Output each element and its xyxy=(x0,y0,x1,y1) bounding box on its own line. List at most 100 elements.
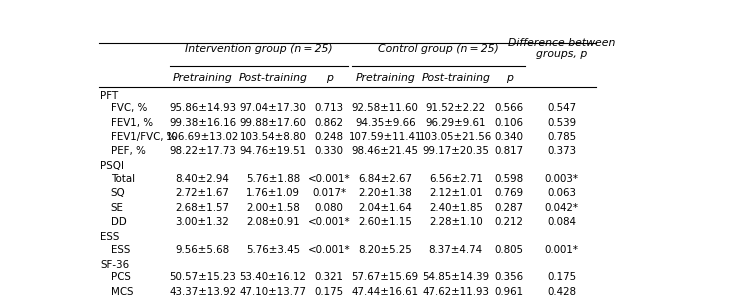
Text: Post-training: Post-training xyxy=(421,73,490,83)
Text: 2.28±1.10: 2.28±1.10 xyxy=(429,217,483,227)
Text: 0.340: 0.340 xyxy=(495,132,524,142)
Text: ESS: ESS xyxy=(100,232,119,242)
Text: 8.37±4.74: 8.37±4.74 xyxy=(429,245,483,255)
Text: 0.598: 0.598 xyxy=(495,174,524,184)
Text: 0.817: 0.817 xyxy=(495,146,524,156)
Text: 6.84±2.67: 6.84±2.67 xyxy=(358,174,413,184)
Text: Post-training: Post-training xyxy=(239,73,307,83)
Text: PEF, %: PEF, % xyxy=(110,146,145,156)
Text: 0.080: 0.080 xyxy=(315,203,344,213)
Text: 57.67±15.69: 57.67±15.69 xyxy=(351,272,419,282)
Text: 0.287: 0.287 xyxy=(495,203,524,213)
Text: 99.88±17.60: 99.88±17.60 xyxy=(239,118,307,128)
Text: SF-36: SF-36 xyxy=(100,260,129,270)
Text: 43.37±13.92: 43.37±13.92 xyxy=(169,287,236,297)
Text: 95.86±14.93: 95.86±14.93 xyxy=(169,103,236,113)
Text: 2.20±1.38: 2.20±1.38 xyxy=(358,188,412,198)
Text: <0.001*: <0.001* xyxy=(308,245,351,255)
Text: 2.40±1.85: 2.40±1.85 xyxy=(429,203,483,213)
Text: Control group (n = 25): Control group (n = 25) xyxy=(378,43,499,54)
Text: DD: DD xyxy=(110,217,126,227)
Text: 54.85±14.39: 54.85±14.39 xyxy=(422,272,489,282)
Text: 0.428: 0.428 xyxy=(547,287,576,297)
Text: 99.38±16.16: 99.38±16.16 xyxy=(169,118,236,128)
Text: 2.08±0.91: 2.08±0.91 xyxy=(246,217,300,227)
Text: 103.54±8.80: 103.54±8.80 xyxy=(239,132,307,142)
Text: PFT: PFT xyxy=(100,91,119,101)
Text: FEV1/FVC, %: FEV1/FVC, % xyxy=(110,132,176,142)
Text: p: p xyxy=(506,73,513,83)
Text: 0.212: 0.212 xyxy=(495,217,524,227)
Text: 0.785: 0.785 xyxy=(547,132,576,142)
Text: 98.22±17.73: 98.22±17.73 xyxy=(169,146,236,156)
Text: 96.29±9.61: 96.29±9.61 xyxy=(425,118,486,128)
Text: 3.00±1.32: 3.00±1.32 xyxy=(175,217,230,227)
Text: 2.72±1.67: 2.72±1.67 xyxy=(175,188,230,198)
Text: 0.001*: 0.001* xyxy=(545,245,579,255)
Text: 0.003*: 0.003* xyxy=(545,174,579,184)
Text: 2.00±1.58: 2.00±1.58 xyxy=(246,203,300,213)
Text: 94.35±9.66: 94.35±9.66 xyxy=(355,118,416,128)
Text: 0.713: 0.713 xyxy=(315,103,344,113)
Text: <0.001*: <0.001* xyxy=(308,217,351,227)
Text: 47.62±11.93: 47.62±11.93 xyxy=(422,287,489,297)
Text: 0.356: 0.356 xyxy=(495,272,524,282)
Text: 0.373: 0.373 xyxy=(547,146,576,156)
Text: 8.40±2.94: 8.40±2.94 xyxy=(175,174,230,184)
Text: 0.547: 0.547 xyxy=(547,103,576,113)
Text: PCS: PCS xyxy=(110,272,131,282)
Text: 0.042*: 0.042* xyxy=(545,203,579,213)
Text: 2.04±1.64: 2.04±1.64 xyxy=(358,203,412,213)
Text: 0.017*: 0.017* xyxy=(312,188,346,198)
Text: 0.961: 0.961 xyxy=(495,287,524,297)
Text: 2.60±1.15: 2.60±1.15 xyxy=(358,217,412,227)
Text: Total: Total xyxy=(110,174,134,184)
Text: 103.05±21.56: 103.05±21.56 xyxy=(419,132,492,142)
Text: 1.76±1.09: 1.76±1.09 xyxy=(246,188,300,198)
Text: 0.248: 0.248 xyxy=(315,132,344,142)
Text: 92.58±11.60: 92.58±11.60 xyxy=(352,103,419,113)
Text: 107.59±11.41: 107.59±11.41 xyxy=(348,132,422,142)
Text: ESS: ESS xyxy=(110,245,130,255)
Text: 0.769: 0.769 xyxy=(495,188,524,198)
Text: 98.46±21.45: 98.46±21.45 xyxy=(351,146,419,156)
Text: 50.57±15.23: 50.57±15.23 xyxy=(169,272,236,282)
Text: 0.175: 0.175 xyxy=(547,272,576,282)
Text: 0.321: 0.321 xyxy=(315,272,344,282)
Text: 0.063: 0.063 xyxy=(547,188,576,198)
Text: 47.44±16.61: 47.44±16.61 xyxy=(351,287,419,297)
Text: 6.56±2.71: 6.56±2.71 xyxy=(429,174,483,184)
Text: Difference between
groups, p: Difference between groups, p xyxy=(508,38,615,59)
Text: MCS: MCS xyxy=(110,287,133,297)
Text: SE: SE xyxy=(110,203,124,213)
Text: p: p xyxy=(326,73,333,83)
Text: 97.04±17.30: 97.04±17.30 xyxy=(239,103,307,113)
Text: Intervention group (n = 25): Intervention group (n = 25) xyxy=(185,43,333,54)
Text: 5.76±3.45: 5.76±3.45 xyxy=(246,245,300,255)
Text: FVC, %: FVC, % xyxy=(110,103,147,113)
Text: 47.10±13.77: 47.10±13.77 xyxy=(239,287,307,297)
Text: 9.56±5.68: 9.56±5.68 xyxy=(175,245,230,255)
Text: Pretraining: Pretraining xyxy=(355,73,415,83)
Text: 2.68±1.57: 2.68±1.57 xyxy=(175,203,230,213)
Text: PSQI: PSQI xyxy=(100,161,124,171)
Text: <0.001*: <0.001* xyxy=(308,174,351,184)
Text: 0.106: 0.106 xyxy=(495,118,524,128)
Text: 99.17±20.35: 99.17±20.35 xyxy=(422,146,489,156)
Text: 0.805: 0.805 xyxy=(495,245,524,255)
Text: 0.566: 0.566 xyxy=(495,103,524,113)
Text: 91.52±2.22: 91.52±2.22 xyxy=(426,103,486,113)
Text: 0.084: 0.084 xyxy=(547,217,576,227)
Text: 2.12±1.01: 2.12±1.01 xyxy=(429,188,483,198)
Text: 106.69±13.02: 106.69±13.02 xyxy=(166,132,239,142)
Text: SQ: SQ xyxy=(110,188,125,198)
Text: 0.539: 0.539 xyxy=(547,118,576,128)
Text: FEV1, %: FEV1, % xyxy=(110,118,153,128)
Text: 94.76±19.51: 94.76±19.51 xyxy=(239,146,307,156)
Text: 0.862: 0.862 xyxy=(315,118,344,128)
Text: Pretraining: Pretraining xyxy=(172,73,233,83)
Text: 8.20±5.25: 8.20±5.25 xyxy=(358,245,412,255)
Text: 53.40±16.12: 53.40±16.12 xyxy=(239,272,307,282)
Text: 0.330: 0.330 xyxy=(315,146,344,156)
Text: 0.175: 0.175 xyxy=(315,287,344,297)
